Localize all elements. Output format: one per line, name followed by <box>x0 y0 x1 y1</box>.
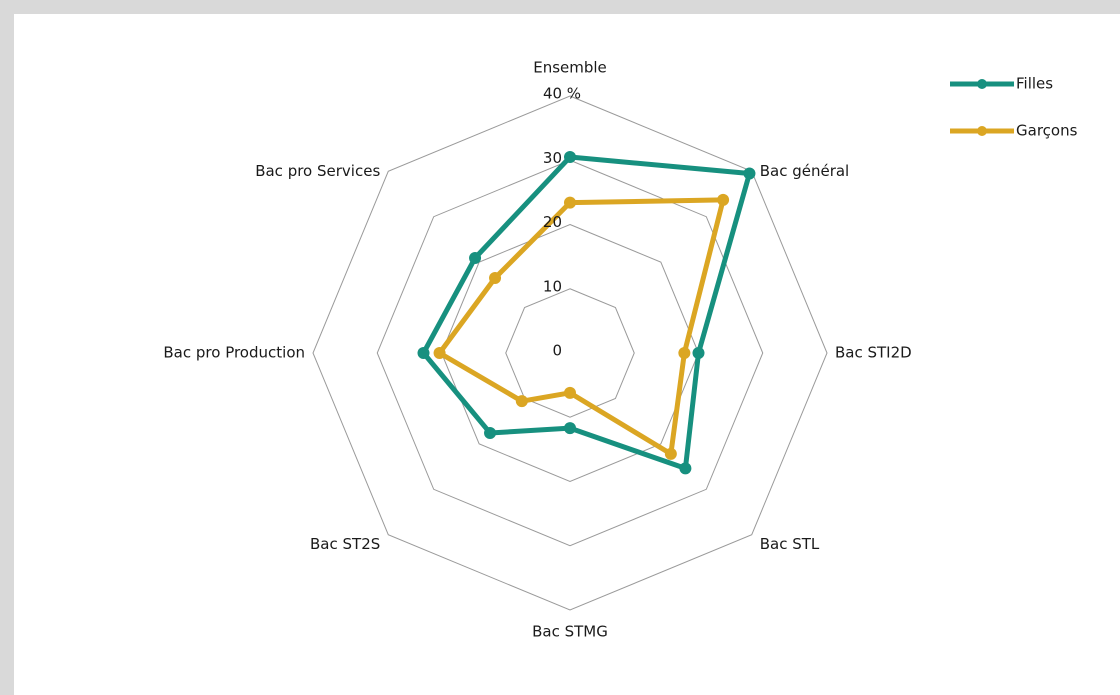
data-point <box>717 193 730 206</box>
frame-top <box>0 0 1120 14</box>
grid-ring <box>440 223 700 483</box>
y-tick-label: 20 <box>543 213 562 231</box>
y-tick-label: 10 <box>543 277 562 295</box>
legend-label: Garçons <box>1016 122 1078 140</box>
category-label: Ensemble <box>533 59 607 77</box>
data-point <box>484 426 497 439</box>
grid-ring <box>505 288 635 418</box>
category-label: Bac pro Production <box>163 344 305 362</box>
data-point <box>692 347 705 359</box>
data-point <box>469 252 482 265</box>
data-point <box>564 422 576 435</box>
data-point <box>679 462 692 475</box>
data-point <box>433 347 446 359</box>
category-label: Bac ST2S <box>310 535 380 553</box>
data-point <box>515 395 528 408</box>
category-label: Bac STI2D <box>835 344 912 362</box>
legend-dot <box>977 126 987 136</box>
data-point <box>664 447 677 460</box>
data-point <box>417 347 430 359</box>
y-tick-label: 40 % <box>543 85 581 103</box>
data-point <box>489 272 502 285</box>
frame-left <box>0 0 14 695</box>
y-tick-label: 30 <box>543 149 562 167</box>
panel <box>14 14 1120 695</box>
data-point <box>564 386 576 399</box>
category-label: Bac général <box>760 162 850 180</box>
legend-dot <box>977 79 987 89</box>
y-tick-label: 0 <box>552 342 562 360</box>
category-label: Bac STMG <box>532 623 608 641</box>
data-point <box>743 167 756 180</box>
data-point <box>564 151 576 164</box>
grid-ring <box>312 95 828 611</box>
legend-label: Filles <box>1016 75 1053 93</box>
category-label: Bac pro Services <box>255 162 380 180</box>
category-label: Bac STL <box>760 535 820 553</box>
data-point <box>564 196 576 209</box>
data-point <box>678 347 691 359</box>
